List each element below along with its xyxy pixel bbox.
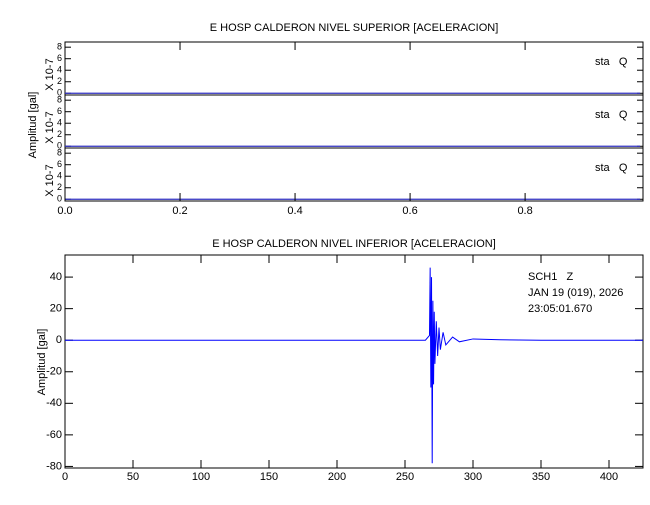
x-tick-label: 0 — [62, 471, 68, 483]
y-tick-label: -60 — [46, 429, 62, 441]
x-tick-label: 0.6 — [402, 205, 417, 217]
top-y-label: Amplitud [gal] — [27, 92, 39, 159]
bottom-y-label: Amplitud [gal] — [36, 329, 48, 396]
x-tick-label: 150 — [260, 471, 278, 483]
y-tick-label: 2 — [57, 76, 62, 86]
panel-label: sta Q — [595, 56, 628, 68]
scale-label: X 10-7 — [44, 111, 56, 143]
x-tick-label: 0.2 — [172, 205, 187, 217]
y-tick-label: 4 — [57, 118, 62, 128]
y-tick-label: -40 — [46, 397, 62, 409]
y-tick-label: -20 — [46, 366, 62, 378]
x-tick-label: 350 — [532, 471, 550, 483]
x-tick-label: 200 — [328, 471, 346, 483]
y-tick-label: 0 — [57, 194, 62, 204]
bottom-title: E HOSP CALDERON NIVEL INFERIOR [ACELERAC… — [212, 238, 496, 250]
panel-frame — [64, 147, 644, 202]
top-title: E HOSP CALDERON NIVEL SUPERIOR [ACELERAC… — [210, 22, 499, 34]
y-tick-label: 0 — [56, 334, 62, 346]
scale-label: X 10-7 — [44, 164, 56, 196]
y-tick-label: 0 — [57, 88, 62, 98]
x-tick-label: 100 — [192, 471, 210, 483]
y-tick-label: 6 — [57, 106, 62, 116]
y-tick-label: 8 — [57, 42, 62, 52]
scale-label: X 10-7 — [44, 58, 56, 90]
y-tick-label: 40 — [50, 271, 62, 283]
date-label: JAN 19 (019), 2026 — [528, 287, 623, 299]
y-tick-label: 4 — [57, 171, 62, 181]
x-tick-label: 0.4 — [287, 205, 302, 217]
y-tick-label: -80 — [46, 460, 62, 472]
y-tick-label: 2 — [57, 129, 62, 139]
y-tick-label: 20 — [50, 303, 62, 315]
y-tick-label: 0 — [57, 141, 62, 151]
x-tick-label: 400 — [600, 471, 618, 483]
y-tick-label: 2 — [57, 182, 62, 192]
trace — [65, 267, 643, 464]
y-tick-label: 4 — [57, 65, 62, 75]
station-label: SCH1 Z — [528, 271, 574, 283]
panel-label: sta Q — [595, 109, 628, 121]
time-label: 23:05:01.670 — [528, 303, 592, 315]
x-tick-label: 250 — [396, 471, 414, 483]
panel-label: sta Q — [595, 162, 628, 174]
x-tick-label: 50 — [127, 471, 139, 483]
y-tick-label: 6 — [57, 159, 62, 169]
x-tick-label: 0.8 — [517, 205, 532, 217]
x-tick-label: 300 — [464, 471, 482, 483]
plot-frame — [64, 254, 644, 469]
y-tick-label: 8 — [57, 148, 62, 158]
y-tick-label: 8 — [57, 95, 62, 105]
x-tick-label: 0.0 — [57, 205, 72, 217]
y-tick-label: 6 — [57, 53, 62, 63]
